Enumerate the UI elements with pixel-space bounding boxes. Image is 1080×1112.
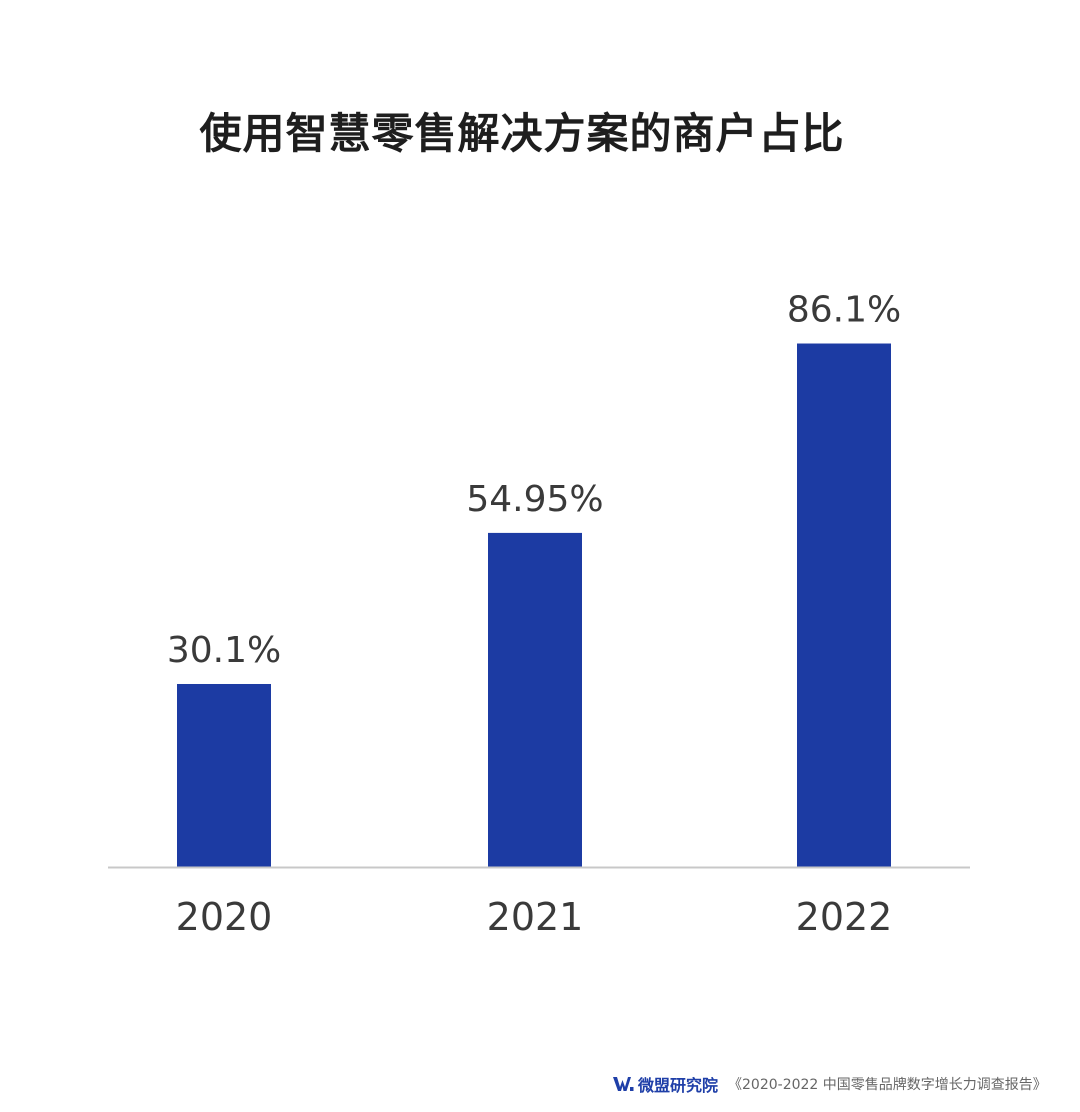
x-tick-labels-group: 2020 2021 2022 (176, 895, 893, 939)
source-footer: 微盟研究院 《2020-2022 中国零售品牌数字增长力调查报告》 (612, 1073, 1047, 1095)
chart-title: 使用智慧零售解决方案的商户占比 (199, 109, 845, 158)
bar-2022 (797, 343, 891, 868)
value-label-2020: 30.1% (167, 630, 281, 671)
bar-2020 (177, 683, 271, 867)
x-tick-label-2020: 2020 (176, 895, 273, 939)
value-label-2022: 86.1% (787, 290, 901, 331)
bar-2021 (488, 532, 582, 867)
value-label-2021: 54.95% (466, 479, 603, 520)
weimeng-logo-icon (613, 1077, 634, 1091)
x-tick-label-2022: 2022 (796, 895, 893, 939)
value-labels-group: 30.1% 54.95% 86.1% (167, 290, 901, 671)
bars-group (177, 343, 891, 868)
brand-name: 微盟研究院 (638, 1076, 719, 1095)
x-tick-label-2021: 2021 (487, 895, 584, 939)
report-source: 《2020-2022 中国零售品牌数字增长力调查报告》 (728, 1077, 1047, 1093)
